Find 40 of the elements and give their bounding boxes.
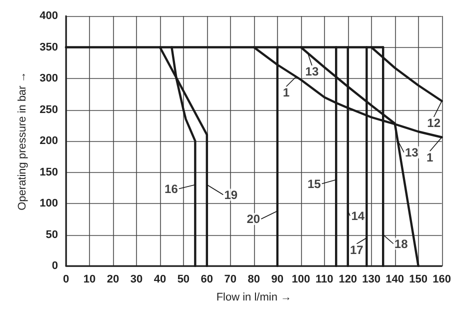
annotation: 17 xyxy=(350,242,364,257)
annotation: 15 xyxy=(307,176,322,191)
annotation: 19 xyxy=(224,188,238,202)
annotation: 14 xyxy=(351,209,365,223)
y-tick-label: 350 xyxy=(40,41,58,54)
x-tick-label: 130 xyxy=(362,274,381,286)
x-tick-label: 120 xyxy=(338,274,358,286)
annotation: 20 xyxy=(246,212,260,226)
x-axis-title: Flow in l/min → xyxy=(216,292,292,304)
y-tick-label: 400 xyxy=(40,10,58,22)
annotation: 1 xyxy=(426,150,434,164)
y-axis-title: Operating pressure in bar → xyxy=(16,72,28,210)
x-tick-label: 30 xyxy=(130,274,143,286)
x-tick-label: 50 xyxy=(177,274,190,286)
y-tick-label: 250 xyxy=(40,104,58,116)
y-tick-label: 50 xyxy=(46,228,58,241)
y-tick-label: 300 xyxy=(40,72,58,84)
y-tick-label: 150 xyxy=(40,166,58,178)
x-tick-label: 150 xyxy=(409,274,428,286)
x-tick-label: 90 xyxy=(271,274,284,286)
annotation: 13 xyxy=(404,145,419,160)
y-tick-label: 100 xyxy=(40,198,58,210)
x-tick-label: 80 xyxy=(248,274,260,286)
x-tick-label: 60 xyxy=(200,274,214,286)
x-tick-label: 110 xyxy=(316,274,334,286)
x-tick-label: 40 xyxy=(154,274,166,286)
annotation: 12 xyxy=(427,116,441,130)
y-tick-label: 200 xyxy=(40,135,58,147)
annotation: 18 xyxy=(394,236,408,251)
x-tick-label: 20 xyxy=(106,274,120,286)
annotation: 1 xyxy=(282,86,290,100)
x-tick-label: 70 xyxy=(224,274,237,286)
annotation: 13 xyxy=(305,64,319,78)
x-tick-label: 100 xyxy=(292,274,310,286)
annotation: 16 xyxy=(164,182,178,196)
x-tick-label: 160 xyxy=(432,274,452,286)
y-tick-label: 0 xyxy=(52,260,58,272)
x-tick-label: 140 xyxy=(386,274,404,286)
x-tick-label: 10 xyxy=(83,274,96,286)
x-tick-label: 0 xyxy=(62,274,70,286)
